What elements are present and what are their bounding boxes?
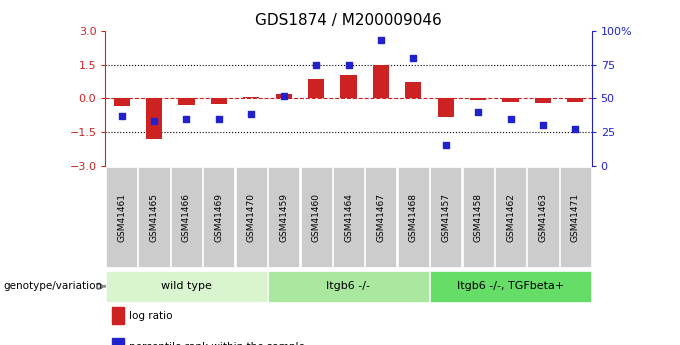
- Bar: [275, 94, 292, 98]
- Bar: [308, 79, 324, 98]
- Title: GDS1874 / M200009046: GDS1874 / M200009046: [255, 13, 442, 29]
- Text: GSM41461: GSM41461: [117, 193, 126, 242]
- Bar: [243, 97, 259, 98]
- Text: GSM41469: GSM41469: [214, 193, 223, 242]
- Text: GSM41457: GSM41457: [441, 193, 450, 242]
- Text: GSM41464: GSM41464: [344, 193, 353, 242]
- Point: [148, 118, 159, 124]
- Point: [441, 142, 452, 148]
- Text: GSM41471: GSM41471: [571, 193, 580, 242]
- Text: GSM41467: GSM41467: [377, 193, 386, 242]
- Point: [537, 122, 548, 128]
- Bar: [341, 75, 356, 98]
- Bar: [211, 98, 227, 104]
- Bar: [178, 98, 194, 105]
- Text: log ratio: log ratio: [129, 311, 173, 321]
- Text: Itgb6 -/-, TGFbeta+: Itgb6 -/-, TGFbeta+: [457, 282, 564, 291]
- Text: Itgb6 -/-: Itgb6 -/-: [326, 282, 371, 291]
- Bar: [146, 98, 162, 139]
- Text: GSM41465: GSM41465: [150, 193, 158, 242]
- Point: [311, 62, 322, 68]
- Text: GSM41459: GSM41459: [279, 193, 288, 242]
- Text: GSM41458: GSM41458: [474, 193, 483, 242]
- Bar: [405, 81, 422, 98]
- Text: GSM41466: GSM41466: [182, 193, 191, 242]
- Point: [116, 113, 127, 119]
- Point: [473, 109, 483, 115]
- Point: [408, 55, 419, 61]
- Text: genotype/variation: genotype/variation: [3, 282, 102, 291]
- Bar: [535, 98, 551, 103]
- Text: GSM41470: GSM41470: [247, 193, 256, 242]
- Text: wild type: wild type: [161, 282, 212, 291]
- Point: [375, 38, 386, 43]
- Bar: [438, 98, 454, 117]
- Point: [214, 116, 224, 121]
- Point: [570, 127, 581, 132]
- Point: [505, 116, 516, 121]
- Text: GSM41460: GSM41460: [311, 193, 320, 242]
- Point: [343, 62, 354, 68]
- Bar: [503, 98, 519, 102]
- Point: [246, 112, 257, 117]
- Text: GSM41463: GSM41463: [539, 193, 547, 242]
- Point: [278, 93, 289, 98]
- Bar: [114, 98, 130, 106]
- Text: GSM41468: GSM41468: [409, 193, 418, 242]
- Bar: [373, 65, 389, 98]
- Point: [181, 116, 192, 121]
- Text: percentile rank within the sample: percentile rank within the sample: [129, 342, 305, 345]
- Bar: [567, 98, 583, 102]
- Bar: [470, 98, 486, 100]
- Text: GSM41462: GSM41462: [506, 193, 515, 242]
